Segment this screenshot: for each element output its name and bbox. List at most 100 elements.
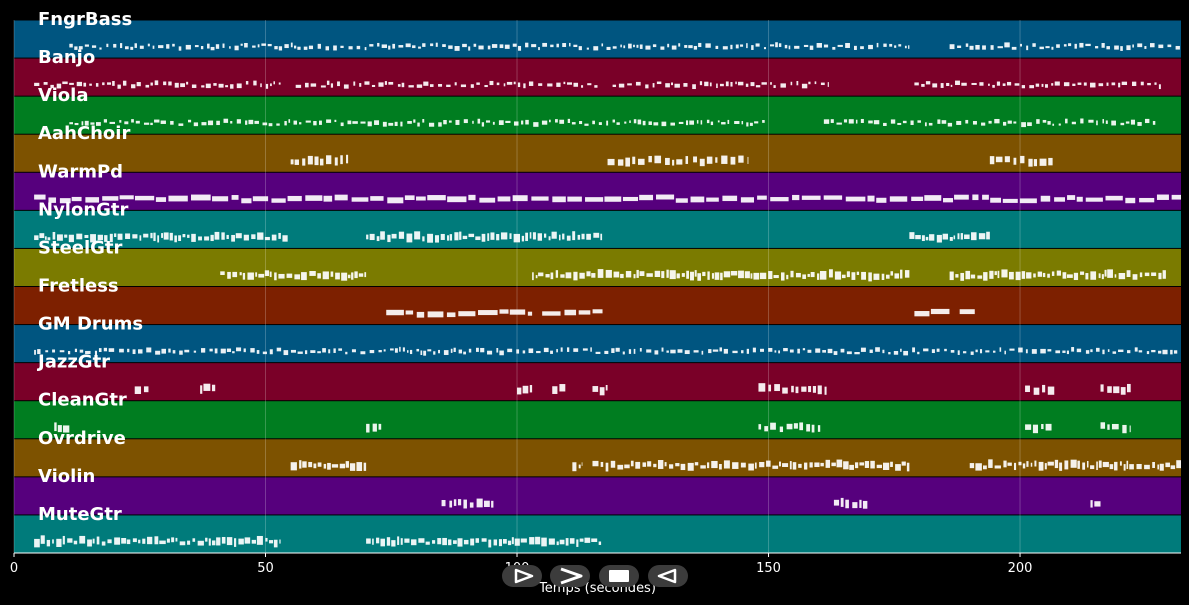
note <box>820 82 825 86</box>
note <box>541 120 548 125</box>
note <box>797 348 800 354</box>
track-band <box>14 363 1181 401</box>
note <box>833 499 840 506</box>
note <box>62 81 68 85</box>
note <box>1083 82 1087 86</box>
note <box>127 348 130 353</box>
note <box>314 156 319 166</box>
note <box>67 350 71 355</box>
note <box>941 120 947 124</box>
note <box>675 198 688 203</box>
note <box>323 463 327 469</box>
note <box>665 157 670 165</box>
note <box>565 538 569 546</box>
note <box>670 349 676 354</box>
note <box>1007 462 1012 466</box>
note <box>54 422 57 432</box>
note <box>611 348 615 354</box>
note <box>135 120 140 124</box>
note <box>1054 81 1060 86</box>
note <box>1047 349 1052 352</box>
note <box>449 500 453 508</box>
note <box>1039 158 1047 166</box>
note <box>1111 82 1116 86</box>
note <box>1077 82 1082 85</box>
note <box>789 461 792 470</box>
note <box>770 422 776 430</box>
note <box>594 85 598 88</box>
note <box>590 347 592 352</box>
note <box>1159 463 1164 471</box>
note <box>1105 120 1108 124</box>
note <box>542 311 561 316</box>
note <box>946 82 950 87</box>
note <box>124 46 129 50</box>
note <box>454 232 459 241</box>
note <box>538 83 543 86</box>
note <box>391 540 396 547</box>
play-button[interactable] <box>502 565 542 587</box>
note <box>759 461 765 468</box>
forward-button[interactable] <box>550 565 590 587</box>
note <box>912 347 916 353</box>
note <box>612 84 617 87</box>
note <box>394 121 398 127</box>
note <box>720 272 723 281</box>
note <box>607 158 615 166</box>
note <box>990 197 1002 203</box>
note <box>954 194 969 200</box>
note <box>864 461 870 468</box>
note <box>642 462 647 467</box>
note <box>633 348 636 354</box>
note <box>746 348 750 354</box>
note <box>1082 462 1086 470</box>
note <box>175 537 178 542</box>
note <box>1040 195 1051 202</box>
note <box>154 80 159 86</box>
note <box>89 83 92 86</box>
note <box>34 538 40 548</box>
note <box>207 43 210 49</box>
note <box>549 119 551 123</box>
note <box>370 196 384 201</box>
note <box>1173 350 1178 354</box>
stop-button[interactable] <box>599 565 639 587</box>
note <box>929 234 935 241</box>
note <box>808 81 811 85</box>
note <box>1126 45 1131 51</box>
note <box>592 460 599 467</box>
note <box>166 44 170 49</box>
note <box>416 196 426 201</box>
note <box>868 272 872 282</box>
note <box>513 81 516 85</box>
note <box>904 45 907 49</box>
note <box>74 122 79 126</box>
note <box>612 46 617 49</box>
note <box>400 538 403 545</box>
note <box>62 535 65 545</box>
note <box>328 349 331 354</box>
note <box>307 155 313 165</box>
note <box>732 350 738 354</box>
note <box>636 269 639 278</box>
note <box>831 462 836 467</box>
note <box>1111 120 1116 126</box>
note <box>320 85 326 88</box>
note <box>290 42 293 48</box>
track-label: CleanGtr <box>38 390 127 411</box>
note <box>548 538 555 545</box>
note <box>1042 119 1047 123</box>
note <box>550 44 554 48</box>
note <box>1156 194 1169 200</box>
note <box>104 235 108 242</box>
note <box>261 43 267 46</box>
note <box>257 232 264 240</box>
note <box>386 537 391 546</box>
note <box>1065 118 1068 124</box>
note <box>45 350 49 353</box>
note <box>768 384 772 392</box>
note <box>654 155 662 164</box>
note <box>166 538 170 543</box>
rewind-button[interactable] <box>648 565 688 587</box>
note <box>1045 84 1048 88</box>
